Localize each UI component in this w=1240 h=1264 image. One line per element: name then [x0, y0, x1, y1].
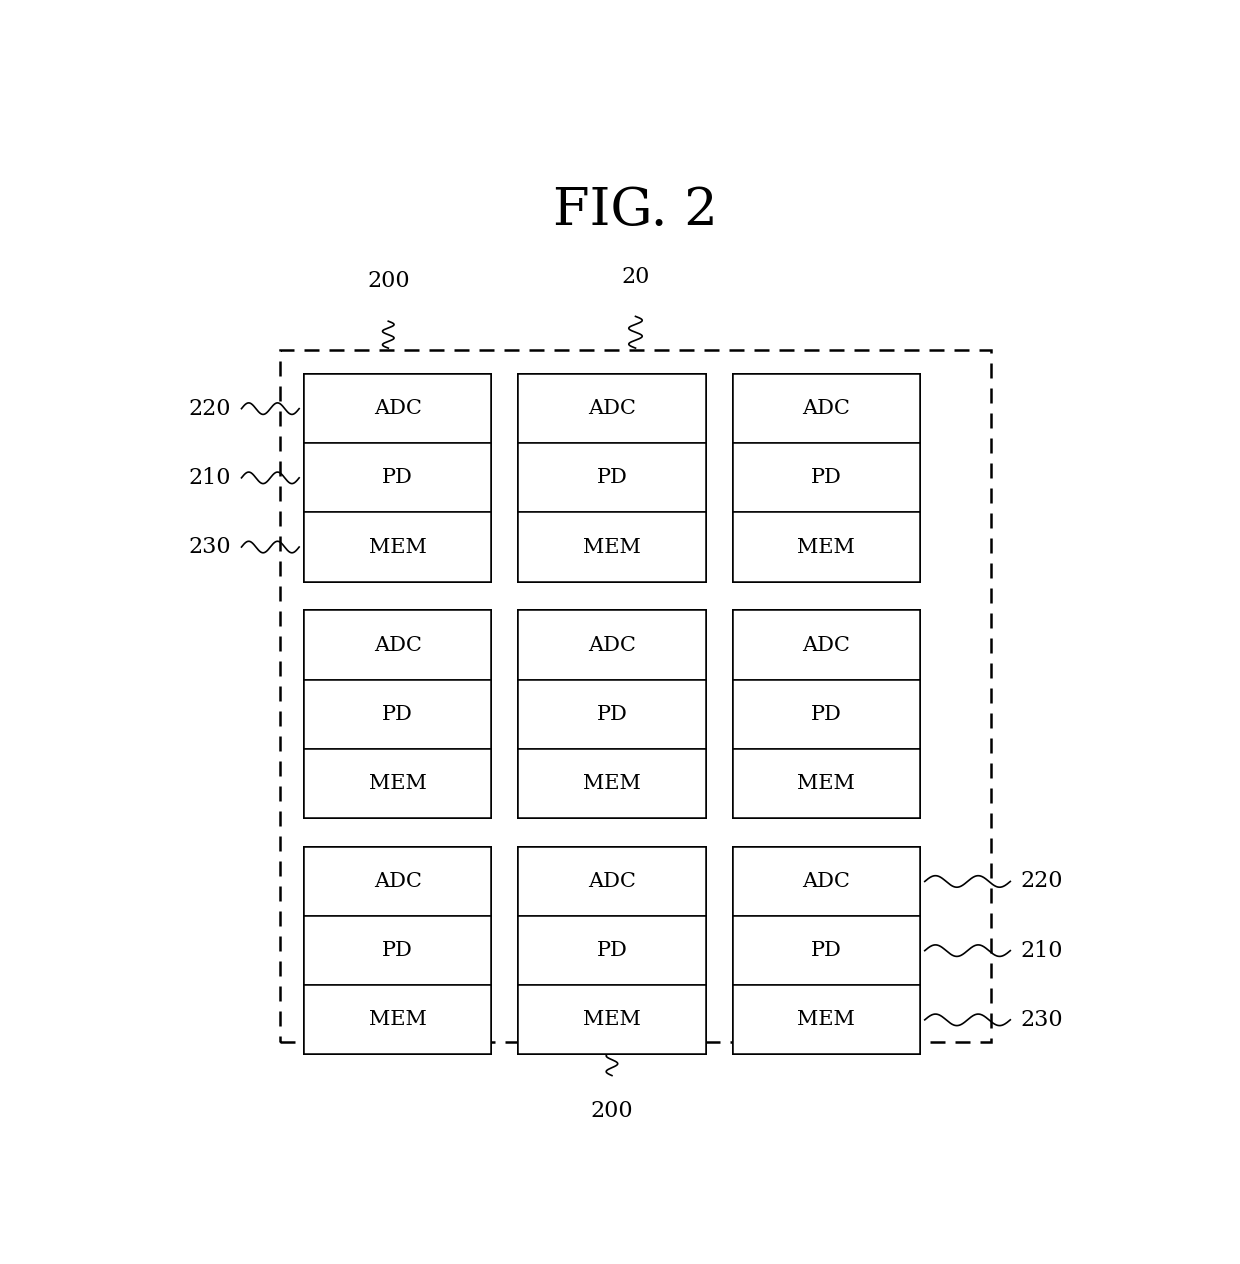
- Bar: [733, 374, 920, 581]
- Bar: [304, 374, 491, 581]
- Bar: [518, 512, 706, 581]
- Text: 20: 20: [621, 265, 650, 287]
- Bar: [518, 847, 706, 1054]
- Text: MEM: MEM: [583, 537, 641, 556]
- Text: ADC: ADC: [588, 872, 636, 891]
- Text: 210: 210: [1021, 939, 1063, 962]
- Bar: [733, 985, 920, 1054]
- Bar: [518, 748, 706, 818]
- Bar: [304, 916, 491, 985]
- Text: MEM: MEM: [583, 774, 641, 793]
- Bar: [518, 985, 706, 1054]
- Bar: [304, 611, 491, 680]
- Text: 200: 200: [590, 1100, 634, 1121]
- Bar: [733, 512, 920, 581]
- Text: ADC: ADC: [588, 399, 636, 418]
- Bar: [280, 350, 991, 1042]
- Bar: [304, 512, 491, 581]
- Bar: [304, 985, 491, 1054]
- Text: PD: PD: [811, 942, 842, 961]
- Text: 230: 230: [188, 536, 231, 557]
- Text: PD: PD: [382, 469, 413, 488]
- Text: PD: PD: [382, 705, 413, 724]
- Bar: [518, 680, 706, 748]
- Bar: [518, 444, 706, 512]
- Bar: [733, 680, 920, 748]
- Text: ADC: ADC: [802, 636, 851, 655]
- Text: 220: 220: [188, 398, 231, 420]
- Text: PD: PD: [811, 469, 842, 488]
- Bar: [733, 847, 920, 916]
- Text: MEM: MEM: [368, 774, 427, 793]
- Bar: [733, 847, 920, 1054]
- Text: MEM: MEM: [797, 1010, 856, 1029]
- Bar: [304, 680, 491, 748]
- Text: PD: PD: [596, 942, 627, 961]
- Bar: [518, 374, 706, 581]
- Bar: [518, 916, 706, 985]
- Text: 200: 200: [367, 270, 409, 292]
- Text: ADC: ADC: [802, 872, 851, 891]
- Text: PD: PD: [811, 705, 842, 724]
- Text: PD: PD: [596, 705, 627, 724]
- Bar: [733, 611, 920, 680]
- Text: 230: 230: [1021, 1009, 1063, 1031]
- Bar: [518, 611, 706, 818]
- Text: PD: PD: [596, 469, 627, 488]
- Bar: [304, 847, 491, 916]
- Bar: [733, 374, 920, 444]
- Text: FIG. 2: FIG. 2: [553, 185, 718, 236]
- Bar: [733, 611, 920, 818]
- Text: MEM: MEM: [797, 537, 856, 556]
- Bar: [304, 847, 491, 1054]
- Text: ADC: ADC: [373, 636, 422, 655]
- Text: MEM: MEM: [368, 1010, 427, 1029]
- Text: ADC: ADC: [373, 872, 422, 891]
- Bar: [518, 374, 706, 444]
- Bar: [733, 748, 920, 818]
- Text: ADC: ADC: [588, 636, 636, 655]
- Text: 220: 220: [1021, 871, 1063, 892]
- Bar: [733, 916, 920, 985]
- Text: MEM: MEM: [368, 537, 427, 556]
- Text: ADC: ADC: [802, 399, 851, 418]
- Bar: [518, 847, 706, 916]
- Text: MEM: MEM: [583, 1010, 641, 1029]
- Text: PD: PD: [382, 942, 413, 961]
- Bar: [733, 444, 920, 512]
- Text: ADC: ADC: [373, 399, 422, 418]
- Bar: [304, 748, 491, 818]
- Text: MEM: MEM: [797, 774, 856, 793]
- Text: 210: 210: [188, 466, 231, 489]
- Bar: [304, 374, 491, 444]
- Bar: [304, 611, 491, 818]
- Bar: [518, 611, 706, 680]
- Bar: [304, 444, 491, 512]
